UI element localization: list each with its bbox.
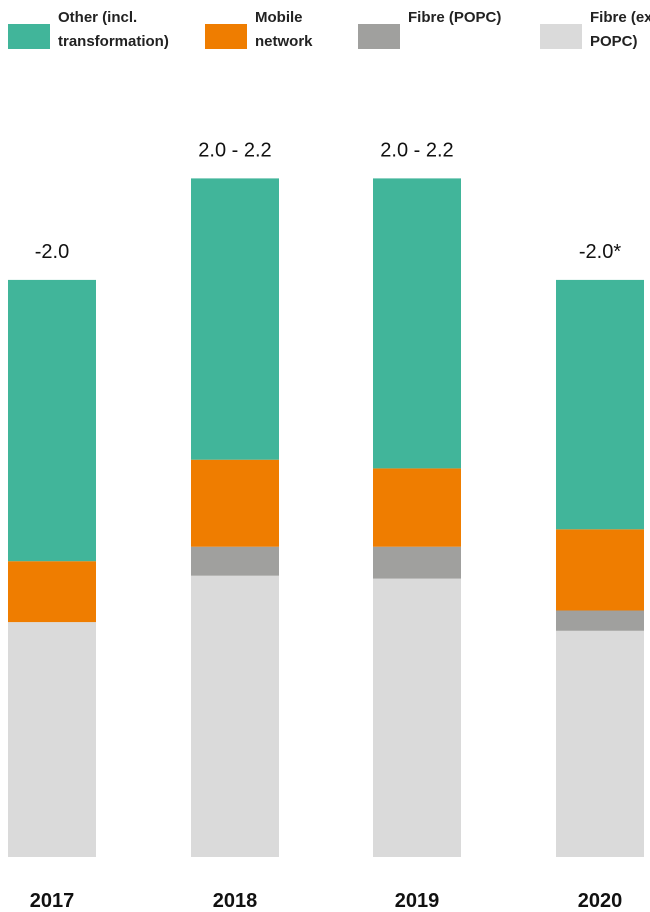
bar-segment — [191, 178, 279, 460]
bar-segment — [373, 546, 461, 579]
x-tick-label: 2020 — [578, 890, 623, 912]
bar-segment — [191, 459, 279, 547]
legend-label: Mobile network — [255, 9, 313, 50]
legend-label: Other (incl. transformation) — [58, 9, 169, 50]
legend-swatch — [540, 24, 582, 49]
x-tick-label: 2018 — [213, 890, 258, 912]
bar-segment — [191, 575, 279, 857]
total-label: 2.0 - 2.2 — [380, 139, 453, 161]
total-label: -2.0* — [579, 241, 621, 263]
bar-segment — [556, 279, 644, 530]
bar-segment — [8, 622, 96, 857]
bar-segment — [556, 610, 644, 631]
bar-segment — [373, 468, 461, 547]
x-tick-label: 2019 — [395, 890, 440, 912]
legend-label: Fibre (POPC) — [408, 9, 502, 26]
total-label: -2.0 — [35, 241, 69, 263]
bar-segment — [373, 178, 461, 469]
legend-swatch — [358, 24, 400, 49]
bar-segment — [556, 630, 644, 857]
legend-item: Mobile network — [205, 6, 355, 54]
x-tick-label: 2017 — [30, 890, 75, 912]
legend-item: Fibre (POPC) — [358, 6, 528, 49]
legend-item: Fibre (ex-POPC) — [540, 6, 650, 54]
bar-segment — [373, 578, 461, 857]
legend-swatch — [205, 24, 247, 49]
bar-segment — [191, 546, 279, 576]
bar-segment — [556, 529, 644, 611]
bar-segment — [8, 279, 96, 562]
legend-swatch — [8, 24, 50, 49]
legend-label: Fibre (ex-POPC) — [590, 9, 650, 50]
legend-item: Other (incl. transformation) — [8, 6, 208, 54]
bar-segment — [8, 561, 96, 623]
total-label: 2.0 - 2.2 — [198, 139, 271, 161]
